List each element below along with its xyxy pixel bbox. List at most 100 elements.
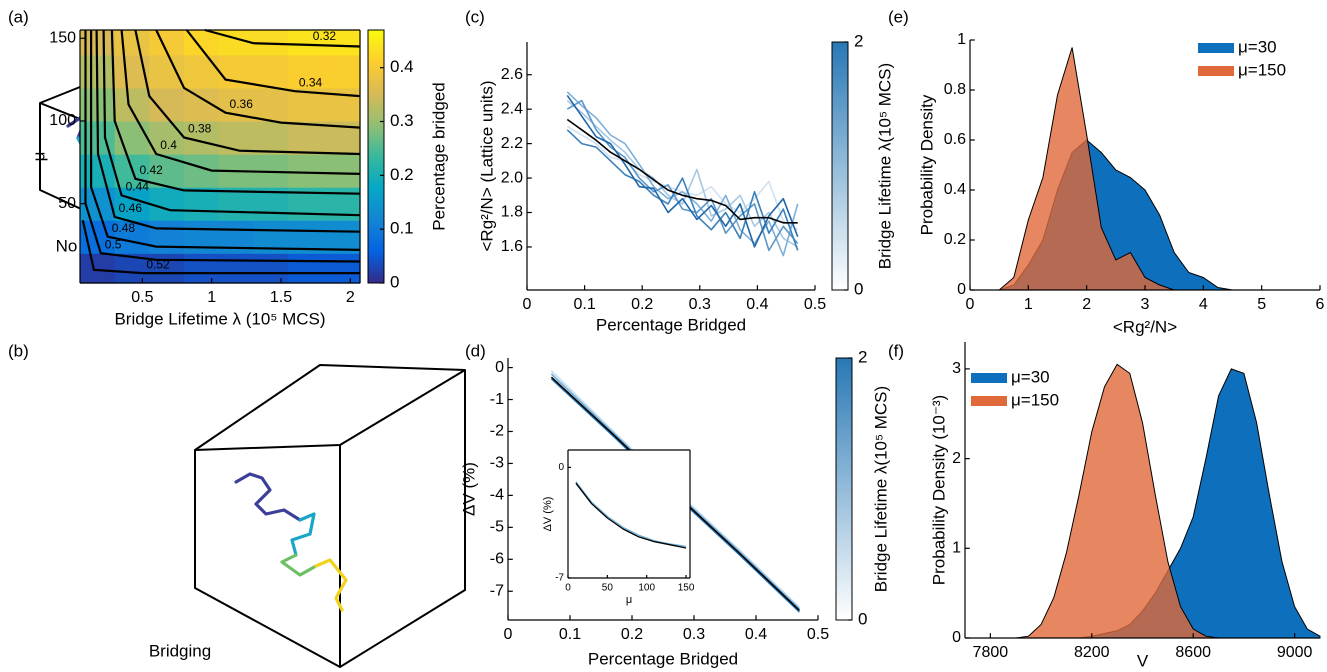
y-tick-label: 2.0 (501, 169, 523, 186)
contour-line (120, 29, 361, 175)
heat-cell (80, 253, 116, 284)
y-tick-label: 0 (558, 462, 564, 473)
legend-swatch (971, 396, 1007, 406)
y-axis-label: ΔV (%) (542, 497, 554, 532)
x-tick-label: 4 (1199, 296, 1208, 313)
series-line (566, 129, 799, 251)
heat-cell (183, 187, 220, 221)
y-axis-label: ΔV (%) (459, 462, 478, 516)
contour-label: 0.4 (160, 138, 177, 152)
y-tick-label: 0.4 (944, 181, 966, 198)
colorbar-tick-label: 0 (390, 272, 399, 291)
x-axis-label: Bridge Lifetime λ (10⁵ MCS) (114, 309, 325, 328)
colorbar-tick-label: 0.4 (390, 57, 414, 76)
contour-label: 0.42 (139, 163, 163, 177)
x-axis-label: <Rg²/N> (1113, 317, 1177, 336)
heat-cell (149, 120, 185, 155)
colorbar-tick-label: 2 (858, 347, 867, 366)
heat-cell (287, 154, 324, 188)
x-tick-label: 8200 (1074, 644, 1110, 661)
heat-cell (218, 253, 254, 284)
colorbar-tick-label: 0 (858, 609, 867, 628)
y-tick-label: -3 (490, 455, 504, 472)
y-tick-label: 1.8 (501, 204, 523, 221)
cube-edge (194, 369, 466, 451)
heat-cell (322, 220, 361, 254)
heat-cell (322, 154, 361, 188)
contour-line (102, 29, 361, 217)
panel-label: (d) (465, 341, 486, 360)
caption: Bridging (149, 641, 211, 660)
x-tick-label: 0.4 (746, 296, 768, 313)
y-tick-label: 2.2 (501, 135, 523, 152)
y-tick-label: 2.4 (501, 100, 523, 117)
x-tick-label: 1 (207, 289, 216, 306)
heat-cell (114, 87, 150, 122)
panel-label: (f) (888, 341, 904, 360)
x-axis-label: V (1137, 651, 1149, 670)
x-tick-label: 0.3 (683, 626, 705, 643)
series-line (575, 481, 687, 548)
y-tick-label: 150 (49, 29, 76, 46)
x-tick-label: 50 (602, 583, 614, 594)
colorbar-tick-label: 0 (854, 279, 863, 298)
heat-cell (114, 30, 150, 56)
heat-cell (183, 220, 220, 254)
heat-cell (253, 253, 289, 284)
heat-cell (322, 54, 361, 89)
contour-label: 0.52 (146, 257, 170, 271)
heat-cell (149, 220, 185, 254)
legend-label: μ=30 (1238, 37, 1277, 56)
y-tick-label: 1 (952, 540, 961, 557)
x-tick-label: 0 (504, 626, 513, 643)
x-tick-label: 0.2 (631, 296, 653, 313)
y-tick-label: 1 (957, 31, 966, 48)
y-tick-label: 2.6 (501, 66, 523, 83)
y-axis-label: <Rg²/N> (Lattice units) (477, 80, 496, 251)
x-tick-label: 9000 (1277, 644, 1313, 661)
x-tick-label: 0 (565, 583, 571, 594)
contour-label: 0.34 (299, 75, 323, 89)
x-tick-label: 2 (346, 289, 355, 306)
panel-label: (c) (465, 7, 485, 26)
contour-line (90, 30, 361, 251)
colorbar (831, 41, 849, 291)
contour-line (155, 29, 361, 129)
polymer (234, 472, 302, 522)
x-tick-label: 0.5 (131, 289, 153, 306)
contour-label: 0.44 (126, 180, 150, 194)
x-tick-label: 0 (523, 296, 532, 313)
series-line (566, 99, 799, 248)
y-tick-label: -1 (490, 391, 504, 408)
x-tick-label: 5 (1257, 296, 1266, 313)
x-tick-label: 0.5 (807, 626, 829, 643)
x-tick-label: 1 (1024, 296, 1033, 313)
x-tick-label: 6 (1316, 296, 1325, 313)
heat-cell (183, 54, 220, 89)
heat-cell (322, 30, 361, 56)
y-tick-label: 2 (952, 450, 961, 467)
series-line (566, 94, 799, 248)
x-tick-label: 0 (966, 296, 975, 313)
y-tick-label: 3 (952, 360, 961, 377)
x-tick-label: 8600 (1175, 644, 1211, 661)
polymer (290, 512, 316, 557)
x-tick-label: 100 (638, 583, 655, 594)
cube-large (194, 364, 466, 668)
contour-label: 0.38 (188, 122, 212, 136)
cube-outline (194, 364, 466, 668)
contour-line (110, 29, 361, 195)
legend-swatch (971, 373, 1007, 383)
heat-cell (253, 120, 289, 155)
y-tick-label: 100 (49, 112, 76, 129)
x-tick-label: 3 (1141, 296, 1150, 313)
heat-cell (218, 187, 254, 221)
legend-swatch (1198, 66, 1234, 76)
contour-line (134, 29, 361, 156)
x-tick-label: 7800 (973, 644, 1009, 661)
colorbar-label: Bridge Lifetime λ(10⁵ MCS) (871, 386, 890, 592)
heat-cell (322, 253, 361, 284)
contour-line (84, 30, 361, 263)
heat-cell (149, 253, 185, 284)
